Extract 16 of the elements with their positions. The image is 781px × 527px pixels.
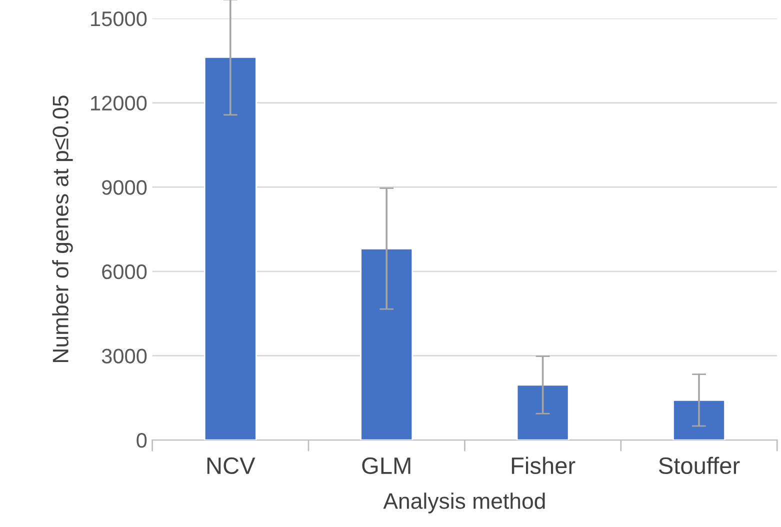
y-tick-label: 6000 bbox=[102, 264, 147, 280]
bar bbox=[360, 248, 414, 440]
bar bbox=[516, 384, 570, 440]
y-tick-label: 9000 bbox=[102, 180, 147, 195]
y-axis-title: Number of genes at p≤0.05 bbox=[52, 96, 73, 362]
bar bbox=[672, 399, 726, 440]
y-tick-label: 12000 bbox=[91, 96, 147, 111]
y-tick-label: 15000 bbox=[91, 11, 147, 26]
y-tick-label: 3000 bbox=[102, 348, 147, 364]
x-tick-label: NCV bbox=[207, 457, 256, 474]
y-tick-label: 0 bbox=[136, 433, 147, 448]
x-tick-label: Stouffer bbox=[658, 456, 740, 474]
bar bbox=[204, 56, 257, 440]
x-tick-label: Fisher bbox=[512, 456, 576, 474]
x-tick-label: GLM bbox=[362, 457, 410, 474]
x-axis-title: Analysis method bbox=[383, 492, 545, 514]
